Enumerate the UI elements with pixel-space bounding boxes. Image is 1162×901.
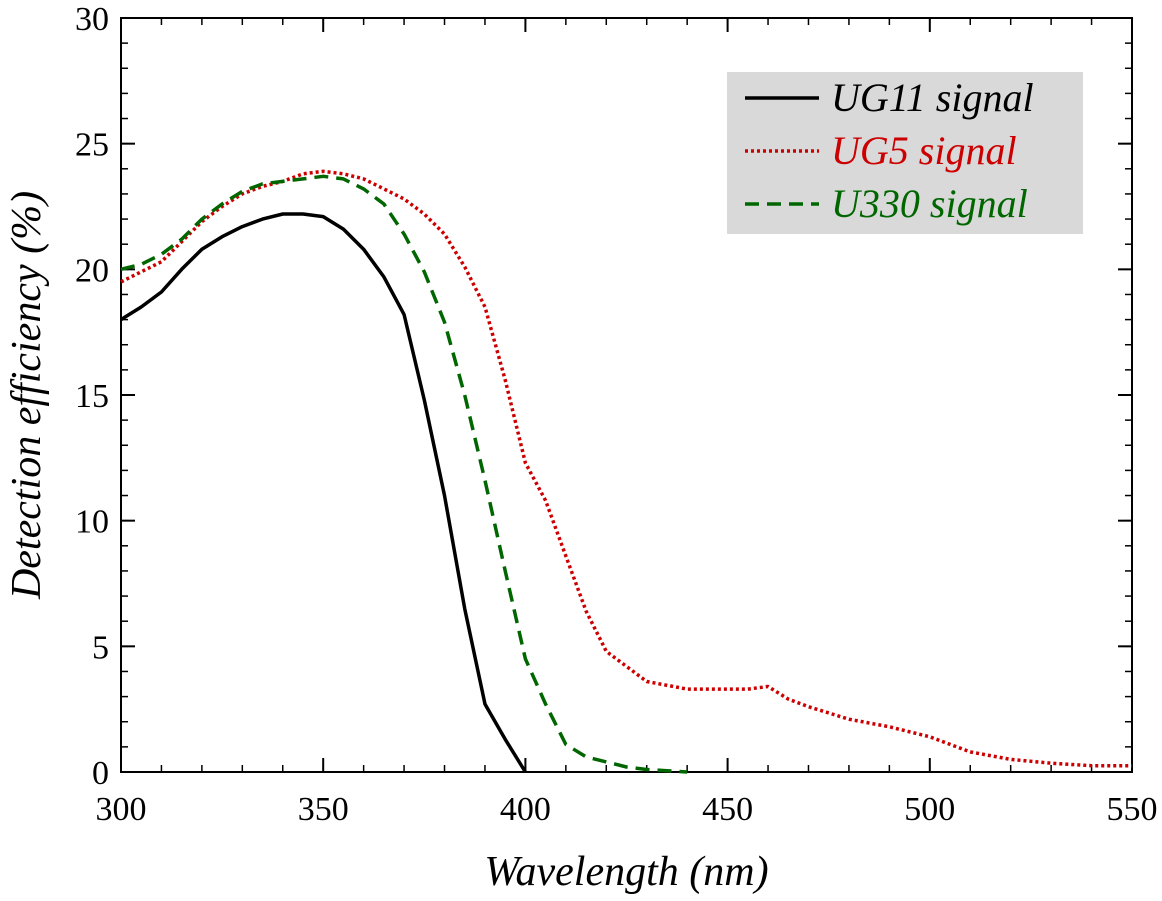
y-tick-label: 5 [92, 629, 109, 666]
legend-label: UG5 signal [831, 128, 1017, 173]
x-tick-label: 400 [500, 791, 551, 828]
y-tick-label: 30 [75, 1, 109, 38]
y-tick-label: 15 [75, 378, 109, 415]
y-tick-label: 20 [75, 252, 109, 289]
x-tick-label: 450 [702, 791, 753, 828]
y-tick-label: 25 [75, 127, 109, 164]
x-tick-label: 550 [1107, 791, 1158, 828]
legend-label: UG11 signal [831, 75, 1034, 120]
series-lines [120, 169, 1132, 774]
y-tick-labels: 0 5 10 15 20 25 30 [75, 1, 109, 792]
y-axis-title: Detection efficiency (%) [4, 191, 50, 600]
x-tick-labels: 300 350 400 450 500 550 [96, 791, 1158, 828]
x-tick-label: 300 [96, 791, 147, 828]
series-line-ug11-signal [120, 212, 527, 773]
y-tick-label: 0 [92, 755, 109, 792]
x-axis-title: Wavelength (nm) [484, 849, 768, 895]
series-line-ug5-signal [120, 169, 1132, 768]
legend: UG11 signal UG5 signal U330 signal [727, 72, 1083, 234]
y-tick-label: 10 [75, 504, 109, 541]
series-line-u330-signal [120, 174, 688, 774]
legend-label: U330 signal [831, 181, 1028, 226]
x-tick-label: 350 [298, 791, 349, 828]
x-tick-label: 500 [904, 791, 955, 828]
